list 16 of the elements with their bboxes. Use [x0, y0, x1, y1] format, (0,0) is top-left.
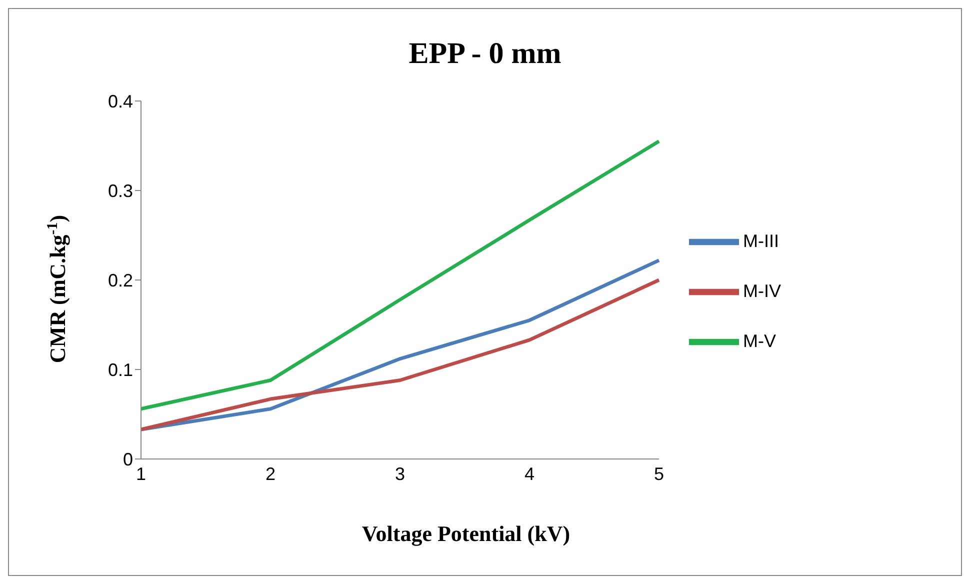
y-tick-label: 0.3 [108, 180, 133, 201]
x-tick-label: 4 [524, 464, 535, 484]
legend-label: M-IV [743, 280, 781, 301]
legend-label: M-V [743, 330, 776, 351]
legend-label: M-III [743, 230, 779, 251]
x-axis-title: Voltage Potential (kV) [360, 521, 572, 547]
y-tick-label: 0.4 [108, 91, 133, 112]
x-tick-label: 3 [394, 464, 406, 484]
y-tick-label: 0.2 [108, 270, 133, 290]
y-tick-label: 0 [122, 449, 133, 470]
x-tick-label: 5 [654, 464, 664, 484]
chart-title: EPP - 0 mm [408, 37, 562, 71]
line-series [139, 140, 661, 411]
x-tick-label: 1 [136, 464, 146, 484]
x-tick-label: 2 [265, 464, 276, 484]
y-tick-label: 0.1 [108, 360, 133, 380]
